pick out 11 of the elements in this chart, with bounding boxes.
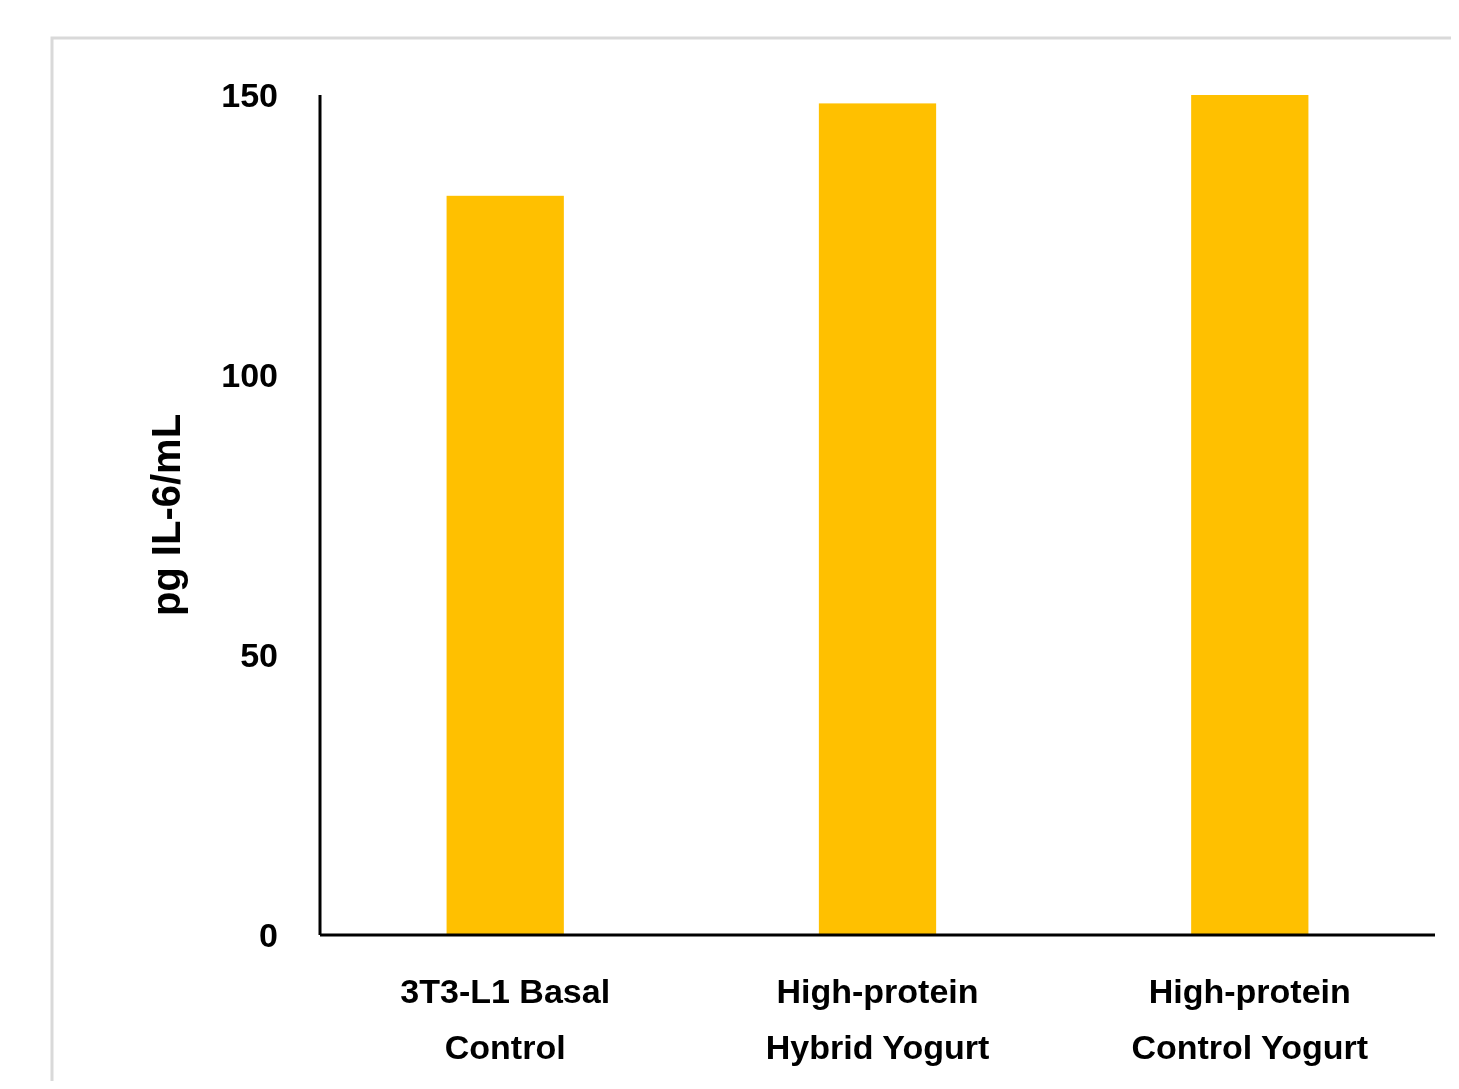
y-tick-label: 150 <box>221 75 278 114</box>
y-tick-label: 100 <box>221 355 278 394</box>
x-tick-label: High-protein Hybrid Yogurt <box>765 972 990 1066</box>
x-tick-label: 3T3-L1 Basal Control <box>400 972 611 1066</box>
x-tick-label: High-protein Control Yogurt <box>1131 972 1369 1066</box>
bar <box>446 195 564 935</box>
bar <box>818 103 937 935</box>
y-axis-title: pg IL-6/mL <box>144 413 188 617</box>
y-tick-label: 50 <box>240 635 278 674</box>
y-tick-label: 0 <box>259 915 278 954</box>
bar <box>1191 95 1309 935</box>
